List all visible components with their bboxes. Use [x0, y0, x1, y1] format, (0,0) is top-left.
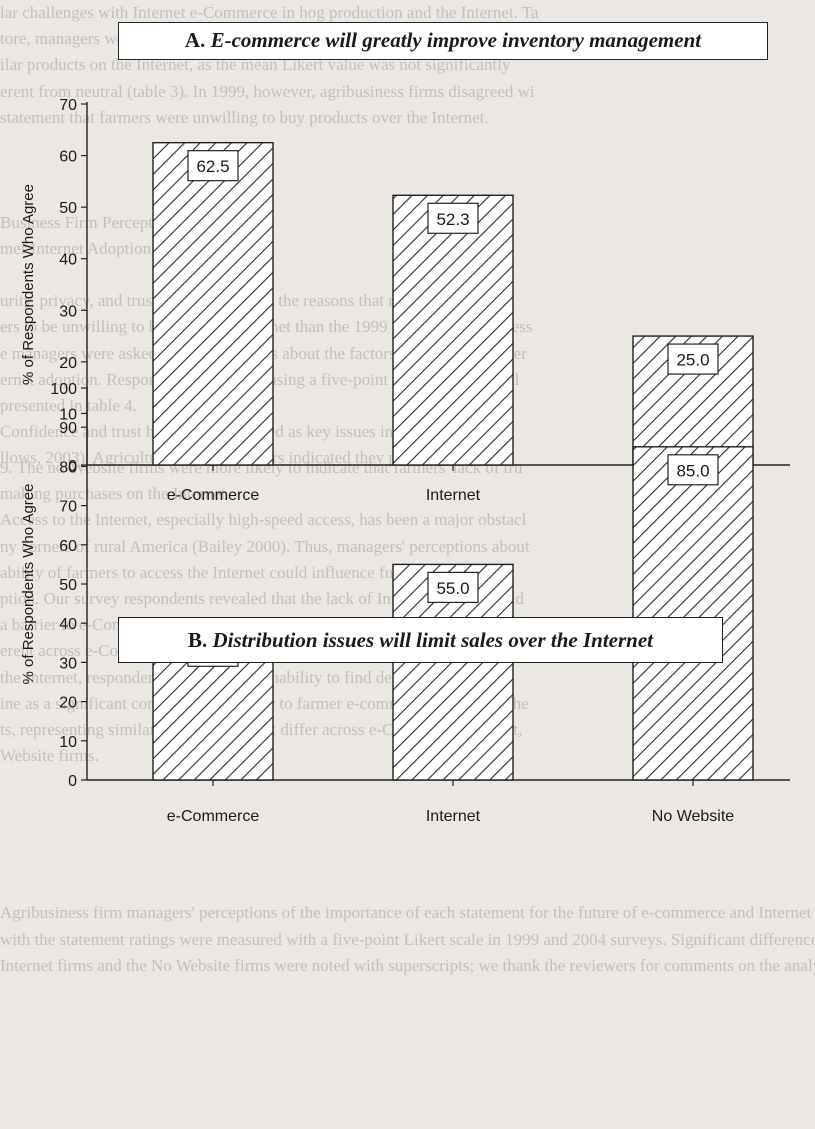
- y-tick-label: 60: [59, 149, 77, 166]
- x-tick-label: e-Commerce: [167, 487, 260, 504]
- y-tick-label: 10: [59, 406, 77, 423]
- background-text-line: statement that farmers were unwilling to…: [0, 107, 489, 127]
- y-tick-label: 0: [68, 773, 77, 790]
- bar: [392, 194, 514, 466]
- data-label: 62.5: [196, 157, 229, 176]
- y-tick-label: 40: [59, 252, 77, 269]
- panel-b-title: B. Distribution issues will limit sales …: [118, 617, 723, 663]
- y-axis-label: % of Respondents Who Agree: [20, 484, 37, 685]
- y-tick-label: 20: [59, 695, 77, 712]
- y-tick-label: 50: [59, 577, 77, 594]
- data-label: 25.0: [676, 351, 709, 370]
- y-tick-label: 90: [59, 420, 77, 437]
- background-text-line: erent from neutral (table 3). In 1999, h…: [0, 81, 535, 101]
- background-text-line: ilar products on the Internet, as the me…: [0, 55, 511, 75]
- panel-a-title: A. E-commerce will greatly improve inven…: [118, 22, 768, 60]
- x-tick-label: No Website: [652, 808, 735, 825]
- background-text-line: making purchases on the Internet.: [0, 484, 230, 504]
- panel-a-title-text: E-commerce will greatly improve inventor…: [210, 28, 702, 52]
- background-text-line: lar challenges with Internet e-Commerce …: [0, 3, 539, 22]
- data-label-box: [427, 571, 479, 603]
- background-text-line: ny corners of rural America (Bailey 2000…: [0, 536, 530, 556]
- background-text-line: with the statement ratings were measured…: [0, 929, 815, 949]
- panel-b-prefix: B.: [187, 628, 208, 652]
- data-label: 85.0: [676, 461, 709, 480]
- chart-a: 0 10 20 30 40 50 60 70 % of Respondents Who Agre…: [20, 97, 790, 504]
- y-tick-label: 0: [68, 458, 77, 475]
- background-text-line: Website firms.: [0, 746, 99, 766]
- y-tick-label: 100: [50, 381, 77, 398]
- background-text-line: mer Internet Adoption: [0, 238, 152, 258]
- y-tick-label: 80: [59, 459, 77, 476]
- y-tick-label: 60: [59, 538, 77, 555]
- y-tick-label: 30: [59, 655, 77, 672]
- x-tick-label: e-Commerce: [167, 808, 260, 825]
- y-tick-label: 20: [59, 355, 77, 372]
- data-label-box: [667, 343, 719, 375]
- data-label-box: [427, 202, 479, 234]
- y-tick-label: 50: [59, 200, 77, 217]
- x-tick-label: Internet: [426, 487, 481, 504]
- background-text-line: presented in table 4.: [0, 396, 137, 416]
- x-tick-label: Internet: [426, 808, 481, 825]
- y-axis-label: % of Respondents Who Agree: [20, 184, 37, 385]
- y-tick-label: 40: [59, 616, 77, 633]
- y-tick-label: 10: [59, 734, 77, 751]
- panel-a-prefix: A.: [184, 28, 206, 52]
- background-text-line: Access to the Internet, especially high-…: [0, 510, 527, 530]
- bar: [632, 446, 754, 781]
- panel-b-title-text: Distribution issues will limit sales ove…: [212, 628, 654, 652]
- data-label: 55.0: [436, 579, 469, 598]
- background-text-line: Internet firms and the No Website firms …: [0, 955, 815, 975]
- data-label-box: [667, 454, 719, 486]
- y-tick-label: 70: [59, 97, 77, 114]
- background-text-line: Agribusiness firm managers' perceptions …: [0, 903, 812, 923]
- y-tick-label: 70: [59, 499, 77, 516]
- y-tick-label: 30: [59, 303, 77, 320]
- data-label-box: [187, 150, 239, 182]
- bar: [152, 141, 274, 466]
- data-label: 52.3: [436, 210, 469, 229]
